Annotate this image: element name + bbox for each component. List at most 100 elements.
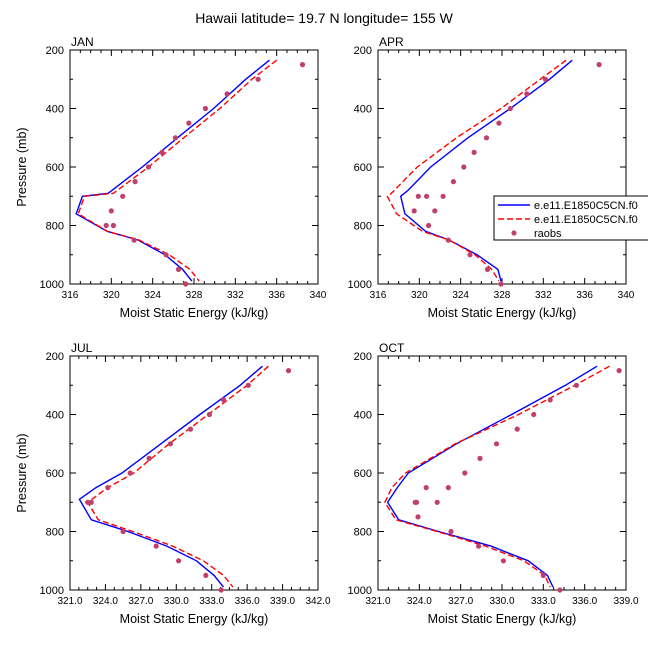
legend-label: e.e11.E1850C5CN.f0 <box>534 214 638 226</box>
x-tick-label: 327.0 <box>128 596 153 607</box>
obs-marker <box>172 135 178 141</box>
x-tick-label: 330.0 <box>489 596 514 607</box>
x-tick-label: 321.0 <box>365 596 390 607</box>
x-tick-label: 339.0 <box>270 596 295 607</box>
obs-marker <box>412 499 418 505</box>
obs-marker <box>434 499 440 505</box>
x-tick-label: 320 <box>103 290 120 301</box>
obs-marker <box>103 222 109 229</box>
panel-apr: APR 316 320 324 328 332 336 340 200 400 600 800 1000… <box>348 35 635 320</box>
x-tick-label: 324.0 <box>93 596 118 607</box>
obs-marker <box>159 149 165 155</box>
x-tick-label: 316 <box>370 290 387 301</box>
model-line-solid <box>78 365 263 588</box>
obs-marker <box>445 237 451 243</box>
obs-marker <box>175 266 182 272</box>
x-tick-label: 324 <box>144 290 161 301</box>
obs-marker <box>448 528 454 535</box>
obs-marker <box>547 397 553 403</box>
y-tick-label: 1000 <box>40 279 64 291</box>
obs-marker <box>542 76 549 82</box>
obs-marker <box>445 485 451 491</box>
obs-marker <box>108 208 114 214</box>
obs-marker <box>167 441 173 447</box>
obs-marker <box>557 587 563 593</box>
x-axis-label: Moist Static Energy (kJ/kg) <box>428 306 577 320</box>
legend-label: raobs <box>534 228 562 240</box>
obs-marker <box>471 149 477 155</box>
obs-marker <box>498 281 504 287</box>
model-line-dashed <box>384 365 610 588</box>
panel-label: OCT <box>379 341 405 355</box>
obs-marker <box>183 281 189 287</box>
y-tick-label: 200 <box>46 351 64 363</box>
x-tick-label: 340 <box>618 290 635 301</box>
x-tick-label: 327.0 <box>448 596 473 607</box>
y-tick-label: 800 <box>46 527 64 539</box>
obs-marker <box>411 208 417 214</box>
panel-label: JAN <box>71 35 94 49</box>
obs-marker <box>202 105 208 112</box>
plot-frame <box>69 355 319 591</box>
obs-marker <box>461 164 467 170</box>
x-axis-label: Moist Static Energy (kJ/kg) <box>428 612 577 626</box>
panel-label: JUL <box>71 341 93 355</box>
plot-frame <box>377 355 627 591</box>
obs-marker <box>153 543 159 549</box>
obs-marker <box>524 91 530 97</box>
x-tick-label: 339.0 <box>613 596 638 607</box>
x-axis-label: Moist Static Energy (kJ/kg) <box>120 612 269 626</box>
obs-marker <box>415 193 421 199</box>
obs-marker <box>596 62 602 68</box>
x-tick-label: 321.0 <box>57 596 82 607</box>
x-tick-label: 324 <box>452 290 469 301</box>
y-tick-label: 800 <box>354 527 372 539</box>
y-tick-label: 1000 <box>40 585 64 597</box>
obs-marker <box>186 120 192 126</box>
obs-marker <box>206 411 212 418</box>
legend-box <box>493 195 648 241</box>
y-tick-label: 800 <box>354 221 372 233</box>
x-tick-label: 336 <box>268 290 285 301</box>
panel-jul: JUL 321.0 324.0 327.0 330.0 333.0 336.0 339.0 34… <box>15 341 331 626</box>
obs-marker <box>255 76 261 82</box>
y-tick-label: 400 <box>46 410 64 422</box>
obs-marker <box>496 120 502 126</box>
obs-marker <box>415 514 421 520</box>
legend: e.e11.E1850C5CN.f0 e.e11.E1850C5CN.f0 raob… <box>493 195 648 241</box>
obs-marker <box>120 528 126 535</box>
obs-marker <box>573 382 580 388</box>
obs-marker <box>476 543 482 549</box>
x-axis-label: Moist Static Energy (kJ/kg) <box>120 306 269 320</box>
obs-marker <box>146 455 152 461</box>
y-tick-label: 600 <box>46 162 64 174</box>
y-tick-label: 400 <box>354 410 372 422</box>
obs-marker <box>131 237 137 243</box>
obs-marker <box>85 499 91 505</box>
panels: JAN 316 320 324 328 332 336 340 200 400 600 800 1000… <box>15 35 639 626</box>
x-tick-label: 316 <box>62 290 79 301</box>
x-tick-label: 340 <box>310 290 327 301</box>
obs-marker <box>531 411 537 418</box>
y-tick-label: 600 <box>46 468 64 480</box>
obs-marker <box>477 455 483 461</box>
y-tick-label: 1000 <box>348 585 372 597</box>
y-tick-label: 200 <box>46 45 64 57</box>
y-axis-label: Pressure (mb) <box>15 127 29 206</box>
obs-marker <box>110 222 116 229</box>
legend-marker <box>511 230 517 236</box>
plot-frame <box>377 49 627 285</box>
obs-marker <box>483 135 490 141</box>
figure-title: Hawaii latitude= 19.7 N longitude= 155 W <box>195 10 453 26</box>
obs-marker <box>462 470 468 476</box>
obs-marker <box>507 105 513 112</box>
y-tick-label: 400 <box>354 104 372 116</box>
x-tick-label: 342.0 <box>305 596 330 607</box>
obs-marker <box>514 426 520 432</box>
y-axis-label: Pressure (mb) <box>15 433 29 512</box>
obs-marker <box>220 397 227 403</box>
obs-marker <box>163 252 169 258</box>
y-tick-label: 1000 <box>348 279 372 291</box>
obs-marker <box>467 252 473 258</box>
